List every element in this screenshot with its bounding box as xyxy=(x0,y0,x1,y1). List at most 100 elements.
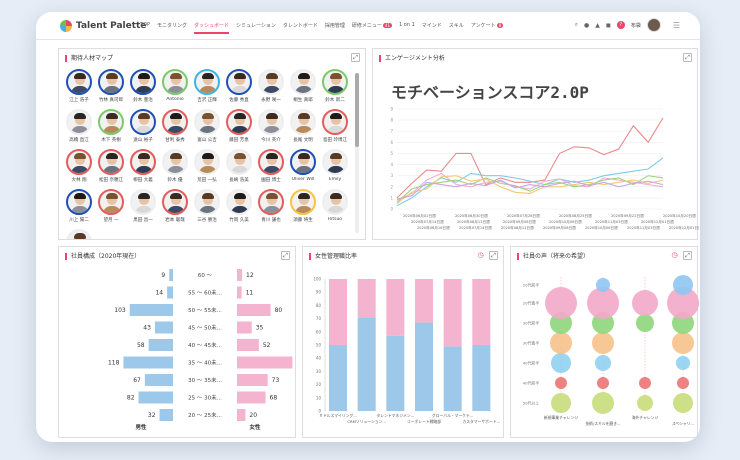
talent-card[interactable]: 柳田 大義 xyxy=(127,149,159,187)
nav-item[interactable]: 1 on 1 xyxy=(399,22,415,29)
bubble xyxy=(555,377,567,389)
talent-card[interactable]: 桐生 真耶 xyxy=(287,69,319,107)
avatar-hair xyxy=(330,73,342,79)
female-ratio-chart: 0 10 20 30 40 50 60 70 80 90 100 ミドルスマイリング...CRMソリュ… xyxy=(313,277,500,425)
female-ratio-title: 女性管理職比率 xyxy=(309,253,357,260)
avatar-body xyxy=(327,206,345,213)
talent-card[interactable]: 川上 陽二 xyxy=(63,189,95,227)
scrollbar[interactable] xyxy=(355,73,359,233)
nav-item[interactable]: 採用管理 xyxy=(325,22,345,29)
search-icon[interactable]: ⌕ xyxy=(574,21,578,28)
x-category-label: CRMソリューション... xyxy=(347,419,386,424)
expand-icon[interactable]: ⤢ xyxy=(351,53,360,62)
bubble xyxy=(632,290,658,316)
avatar-body xyxy=(199,206,217,213)
bar-segment-pink xyxy=(415,279,433,323)
avatar-head xyxy=(235,75,245,85)
avatar-body xyxy=(295,126,313,133)
avatar-hair xyxy=(234,73,246,79)
talent-card[interactable]: 遠山 裕子 xyxy=(127,109,159,147)
talent-name: 遠山 裕子 xyxy=(133,138,153,143)
nav-item[interactable]: アンケート 8 xyxy=(471,22,504,29)
talent-card[interactable]: Emily xyxy=(319,149,351,187)
expand-icon[interactable]: ⤢ xyxy=(683,251,692,260)
talent-card[interactable]: 竹岡 久美 xyxy=(223,189,255,227)
talent-card[interactable]: 荒田 一弘 xyxy=(191,149,223,187)
bell-icon[interactable]: ▲ xyxy=(595,21,600,29)
avatar-body xyxy=(199,86,217,93)
talent-card[interactable]: Michelle xyxy=(63,229,95,239)
info-icon[interactable]: ◷ xyxy=(477,251,484,259)
avatar xyxy=(290,109,316,135)
female-value-label: 73 xyxy=(272,377,280,384)
talent-card[interactable]: 佐藤 秀直 xyxy=(223,69,255,107)
avatar-hair xyxy=(266,193,278,199)
talent-card[interactable]: Ritsuo xyxy=(319,189,351,227)
talent-card[interactable]: 鈴木 優 xyxy=(159,149,191,187)
user-name[interactable]: 布袋 xyxy=(630,22,641,29)
avatar-hair xyxy=(266,153,278,159)
scrollbar-thumb[interactable] xyxy=(355,73,359,147)
talent-card[interactable]: 今川 英介 xyxy=(255,109,287,147)
talent-card[interactable]: 富山 公吉 xyxy=(191,109,223,147)
talent-card[interactable]: 黒田 昌一 xyxy=(127,189,159,227)
male-bar xyxy=(154,321,173,334)
talent-card[interactable]: Antonio xyxy=(159,69,191,107)
info-icon[interactable]: ◷ xyxy=(671,251,678,259)
talent-card[interactable]: 江上 浩子 xyxy=(63,69,95,107)
talent-card[interactable]: 吉沢 正輝 xyxy=(191,69,223,107)
chat-icon[interactable]: ◼ xyxy=(605,21,611,29)
nav-item[interactable]: タレントボード xyxy=(283,22,318,29)
top-navigation-bar: Talent Palette TOP モニタリング ダッシュボード シミュレーションタ… xyxy=(36,12,700,40)
nav-item[interactable]: ダッシュボード xyxy=(194,22,230,34)
bar-segment-pink xyxy=(329,279,347,345)
talent-card[interactable]: 大林 翔 xyxy=(63,149,95,187)
talent-card[interactable]: 藤田 芳恵 xyxy=(223,109,255,147)
talent-card[interactable]: 永野 咲一 xyxy=(255,69,287,107)
avatar-body xyxy=(71,126,89,133)
talent-card[interactable]: 鈴木 新二 xyxy=(319,69,351,107)
talent-card[interactable]: 岩本 聡哉 xyxy=(159,189,191,227)
nav-item[interactable]: マインド xyxy=(422,22,442,29)
talent-card[interactable]: 長嶋 浩美 xyxy=(223,149,255,187)
nav-item[interactable]: シミュレーション xyxy=(236,22,276,29)
talent-card[interactable]: 島田 玲博江 xyxy=(319,109,351,147)
avatar-head xyxy=(171,195,181,205)
nav-item[interactable]: 研修メニュー 41 xyxy=(352,22,392,29)
nav-item[interactable]: TOP xyxy=(140,22,150,29)
talent-card[interactable]: 園田 博士 xyxy=(255,149,287,187)
y-tick-label: 4 xyxy=(390,162,393,167)
hamburger-menu-icon[interactable]: ☰ xyxy=(672,20,680,30)
talent-card[interactable]: 竹林 真司郎 xyxy=(95,69,127,107)
avatar xyxy=(162,109,188,135)
voice-panel: 社員の声（将来の希望） ◷ ⤢ 50代以上 40代前半 40代前半 30代後半 30代前… xyxy=(510,246,699,438)
avatar-hair xyxy=(74,233,86,239)
talent-name: 竹岡 久美 xyxy=(229,218,249,223)
talent-card[interactable]: 望月 一 xyxy=(95,189,127,227)
talent-card[interactable]: 松田 奈穂江 xyxy=(95,149,127,187)
main-nav: TOP モニタリング ダッシュボード シミュレーション タレントボード 採用管理 研修メニュ… xyxy=(140,22,504,34)
bubble xyxy=(597,377,609,389)
expand-icon[interactable]: ⤢ xyxy=(281,251,290,260)
avatar-body xyxy=(295,166,313,173)
expand-icon[interactable]: ⤢ xyxy=(683,53,692,62)
talent-card[interactable]: 青川 謙也 xyxy=(255,189,287,227)
bubble xyxy=(673,275,693,295)
voice-title: 社員の声（将来の希望） xyxy=(517,253,589,260)
talent-card[interactable]: 高橋 直江 xyxy=(63,109,95,147)
help-icon[interactable]: ? xyxy=(616,21,625,29)
app-logo[interactable]: Talent Palette xyxy=(60,20,146,32)
expand-icon[interactable]: ⤢ xyxy=(489,251,498,260)
talent-card[interactable]: 長尾 文明 xyxy=(287,109,319,147)
male-bar xyxy=(169,269,173,281)
nav-item[interactable]: モニタリング xyxy=(157,22,187,29)
talent-card[interactable]: 甘利 泰秀 xyxy=(159,109,191,147)
nav-item[interactable]: スキル xyxy=(449,22,464,29)
talent-card[interactable]: 須藤 将生 xyxy=(287,189,319,227)
talent-card[interactable]: Oliver Will xyxy=(287,149,319,187)
talent-card[interactable]: 木下 英樹 xyxy=(95,109,127,147)
talent-card[interactable]: 鈴木 豊治 xyxy=(127,69,159,107)
user-icon[interactable]: ● xyxy=(583,21,590,29)
user-avatar[interactable] xyxy=(646,18,661,32)
talent-card[interactable]: 三谷 勝治 xyxy=(191,189,223,227)
